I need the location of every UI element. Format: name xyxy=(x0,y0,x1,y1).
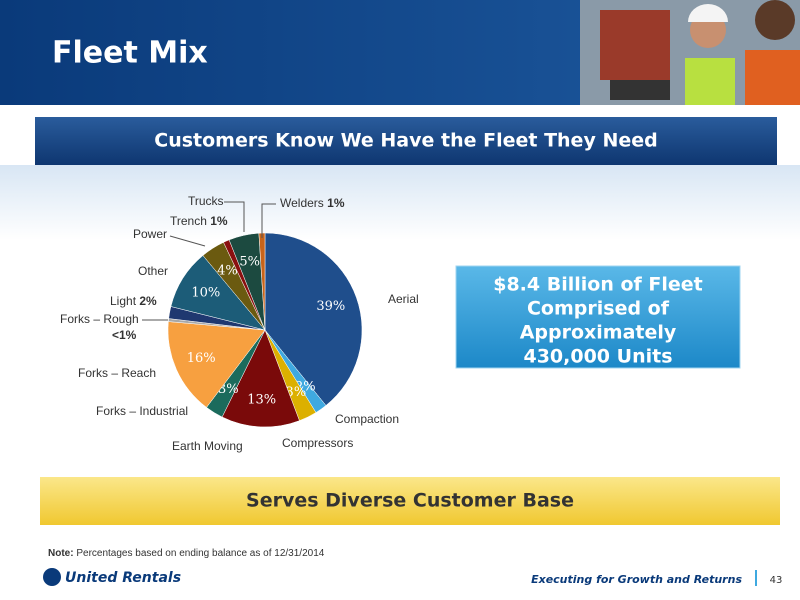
value-label: 1% xyxy=(210,214,228,228)
category-label: Forks – Reach xyxy=(78,366,156,380)
value-label: 16% xyxy=(187,351,216,366)
value-label: 1% xyxy=(327,196,345,210)
banner-text: Customers Know We Have the Fleet They Ne… xyxy=(154,130,657,152)
callout-box xyxy=(455,265,741,369)
callout-line: $8.4 Billion of Fleet xyxy=(493,274,703,296)
page-title: Fleet Mix xyxy=(52,36,208,71)
pie-slice xyxy=(264,232,363,406)
note: Note: Percentages based on ending balanc… xyxy=(48,548,325,559)
slice-label: Light 2% xyxy=(110,294,157,308)
value-label: 2% xyxy=(139,294,157,308)
callout-line: Comprised of xyxy=(527,298,670,320)
leader-lines xyxy=(142,201,276,321)
logo: United Rentals xyxy=(65,570,181,586)
footer-banner xyxy=(40,477,780,525)
category-label: Trench xyxy=(170,214,207,228)
category-label: Earth Moving xyxy=(172,439,243,453)
banner xyxy=(35,117,777,165)
value-label: 10% xyxy=(191,285,220,300)
value-label: 5% xyxy=(239,254,260,269)
category-label: Forks – Rough xyxy=(60,312,139,326)
pie-slice xyxy=(221,329,300,428)
category-label: Power xyxy=(133,227,167,241)
logo-mark xyxy=(43,568,61,586)
pie-slice xyxy=(167,321,266,408)
note-text: Percentages based on ending balance as o… xyxy=(76,548,324,559)
value-label: <1% xyxy=(112,328,137,342)
value-label: 13% xyxy=(247,392,276,407)
slice-label: Welders 1% xyxy=(280,196,345,210)
page-number: 43 xyxy=(770,575,783,586)
category-label: Welders xyxy=(280,196,324,210)
category-label: Trucks xyxy=(188,194,224,208)
category-label: Other xyxy=(138,264,168,278)
value-label: 4% xyxy=(217,264,238,279)
category-label: Light xyxy=(110,294,137,308)
photo xyxy=(580,0,800,105)
value-label: 39% xyxy=(316,299,345,314)
pie-chart: Aerial 39% Compaction 2% Compressors 3% Earth … xyxy=(60,194,419,453)
category-label: Compressors xyxy=(282,436,353,450)
note-label: Note: xyxy=(48,548,74,559)
category-label: Forks – Industrial xyxy=(96,404,188,418)
slice-label: Trench 1% xyxy=(170,214,228,228)
value-label: 3% xyxy=(286,385,307,400)
category-label: Aerial xyxy=(388,292,419,306)
category-label: Compaction xyxy=(335,412,399,426)
footer-banner-text: Serves Diverse Customer Base xyxy=(246,490,574,512)
callout-line: Approximately xyxy=(520,322,677,344)
tagline: Executing for Growth and Returns xyxy=(531,573,742,586)
callout-line: 430,000 Units xyxy=(523,346,672,368)
